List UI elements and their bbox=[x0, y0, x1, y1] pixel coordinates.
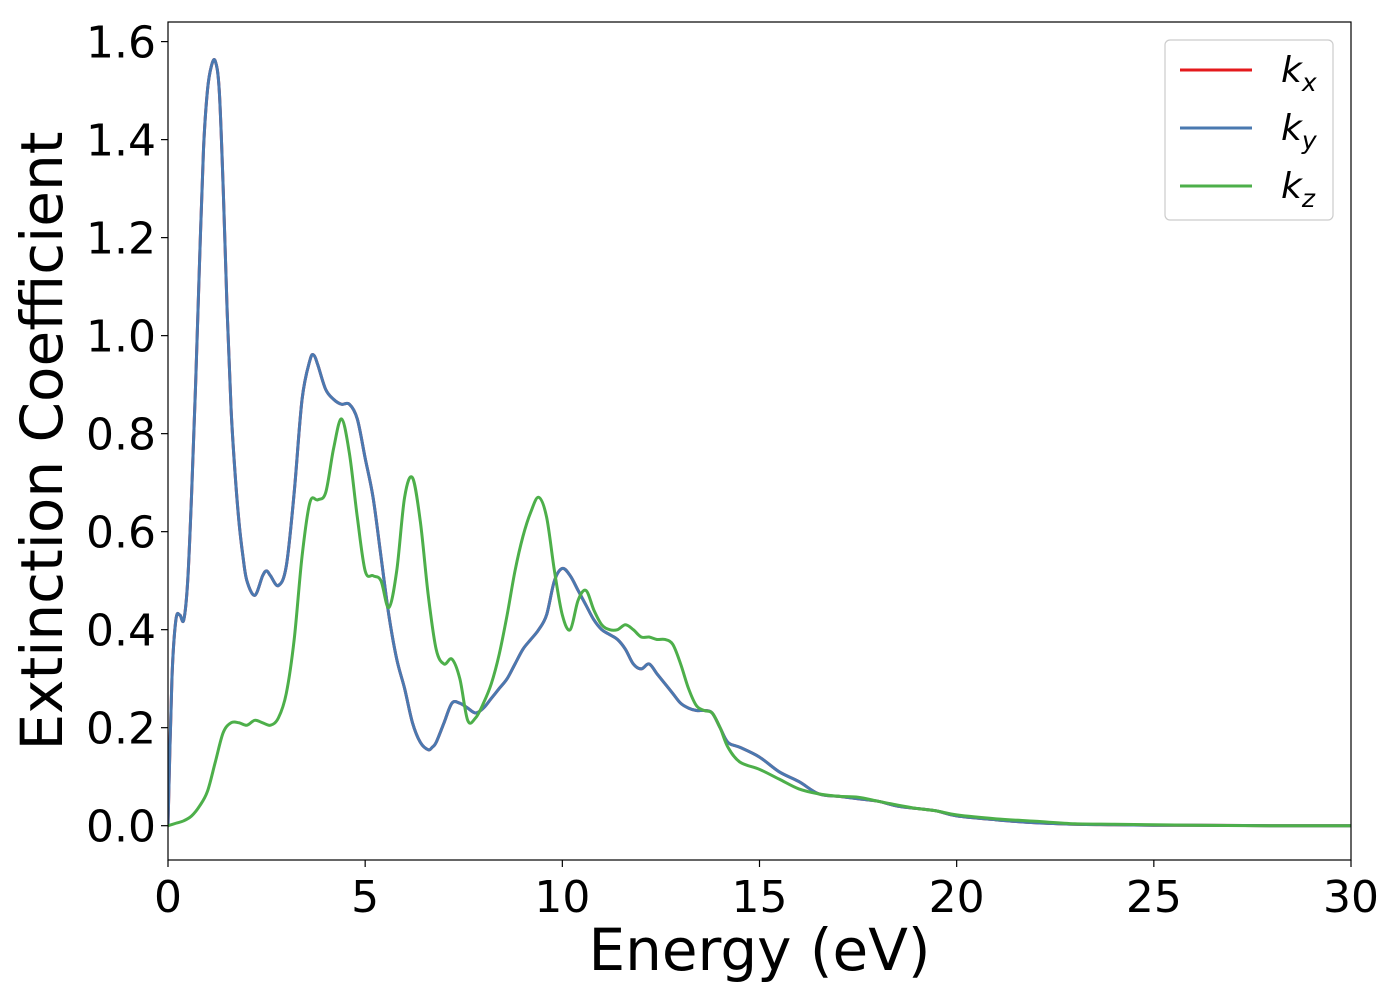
y-tick-label: 1.4 bbox=[86, 116, 156, 167]
y-tick-label: 0.8 bbox=[86, 410, 156, 461]
y-tick-label: 0.2 bbox=[86, 704, 156, 755]
y-tick-label: 1.0 bbox=[86, 312, 156, 363]
plot-area bbox=[167, 21, 1352, 861]
legend-label-x: kx bbox=[1281, 50, 1317, 97]
x-tick-label: 15 bbox=[732, 872, 788, 923]
x-tick-label: 5 bbox=[351, 872, 379, 923]
y-axis-ticks: 0.0 0.2 0.4 0.6 0.8 1.0 1.2 1.4 1.6 bbox=[86, 18, 168, 853]
y-tick-label: 0.4 bbox=[86, 606, 156, 657]
x-axis-ticks: 0 5 10 15 20 25 30 bbox=[154, 860, 1379, 923]
x-tick-label: 10 bbox=[534, 872, 590, 923]
x-tick-label: 25 bbox=[1126, 872, 1182, 923]
series-line-z bbox=[168, 417, 1351, 828]
y-tick-label: 0.0 bbox=[86, 802, 156, 853]
x-tick-label: 20 bbox=[929, 872, 985, 923]
x-tick-label: 0 bbox=[154, 872, 182, 923]
legend-box bbox=[1164, 39, 1334, 221]
y-tick-label: 1.6 bbox=[86, 18, 156, 69]
y-tick-label: 1.2 bbox=[86, 214, 156, 265]
y-axis-title: Extinction Coefficient bbox=[8, 132, 76, 751]
x-axis-title: Energy (eV) bbox=[588, 916, 930, 984]
y-tick-label: 0.6 bbox=[86, 508, 156, 559]
series-layer bbox=[168, 58, 1351, 828]
legend-label-y: ky bbox=[1281, 108, 1318, 155]
x-tick-label: 30 bbox=[1323, 872, 1379, 923]
legend: kx ky kz bbox=[1164, 39, 1334, 221]
legend-label-z: kz bbox=[1281, 166, 1316, 213]
